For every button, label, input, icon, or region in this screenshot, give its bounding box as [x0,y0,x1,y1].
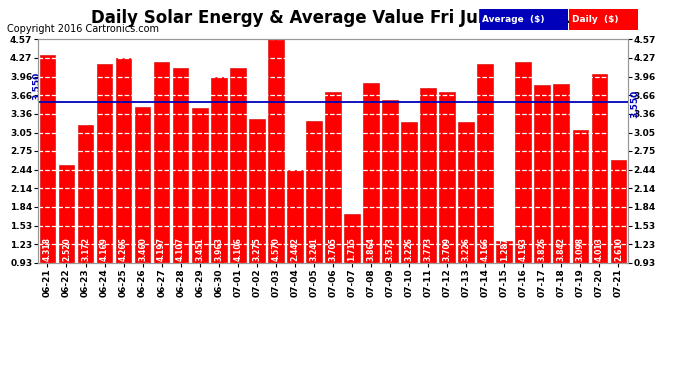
Bar [154,62,170,262]
Bar [515,63,531,262]
Text: 2.520: 2.520 [62,237,71,261]
Bar [59,165,75,262]
Bar [287,170,303,262]
Bar [230,68,246,262]
Bar [306,121,322,262]
Bar [173,68,188,262]
Bar [477,64,493,262]
Text: 3.226: 3.226 [462,237,471,261]
Text: 3.864: 3.864 [366,237,375,261]
Bar [591,74,607,262]
Text: 3.098: 3.098 [576,237,585,261]
Text: 3.573: 3.573 [386,237,395,261]
Bar [325,92,341,262]
Bar [363,82,379,262]
Text: 3.451: 3.451 [195,237,204,261]
Bar [611,159,627,262]
Text: 3.172: 3.172 [81,237,90,261]
Bar [97,64,112,262]
Bar [420,88,436,262]
Text: Daily  ($): Daily ($) [572,15,618,24]
Bar [78,125,93,262]
Text: 1.715: 1.715 [348,237,357,261]
Text: 2.442: 2.442 [290,237,299,261]
Text: 3.550: 3.550 [631,90,640,118]
Text: 3.275: 3.275 [253,237,262,261]
Text: Copyright 2016 Cartronics.com: Copyright 2016 Cartronics.com [7,24,159,34]
Text: 3.963: 3.963 [214,237,224,261]
Text: 4.318: 4.318 [43,237,52,261]
Text: 4.266: 4.266 [119,237,128,261]
Text: 3.705: 3.705 [328,237,337,261]
Text: 3.550: 3.550 [32,72,41,100]
Bar [249,119,264,262]
Bar [573,130,588,262]
Bar [211,76,226,262]
Text: 1.287: 1.287 [500,237,509,261]
Text: 4.570: 4.570 [271,237,280,261]
Text: 3.773: 3.773 [424,237,433,261]
Bar [553,84,569,262]
Text: Daily Solar Energy & Average Value Fri Jul 22 20:21: Daily Solar Energy & Average Value Fri J… [91,9,571,27]
Bar [402,122,417,262]
Bar [116,58,131,262]
Text: 3.460: 3.460 [138,237,147,261]
Text: 4.197: 4.197 [157,237,166,261]
Bar [135,107,150,262]
Bar [344,214,359,262]
Text: 3.226: 3.226 [404,237,413,261]
Bar [458,122,474,262]
Bar [496,241,512,262]
Bar [382,100,398,262]
Text: 3.842: 3.842 [557,237,566,261]
Bar [192,108,208,262]
Bar [39,55,55,262]
Text: Average  ($): Average ($) [482,15,545,24]
Text: 4.169: 4.169 [100,237,109,261]
Text: 3.826: 3.826 [538,237,546,261]
Text: 4.013: 4.013 [595,237,604,261]
Bar [440,92,455,262]
Bar [535,85,550,262]
Text: 4.193: 4.193 [519,237,528,261]
Text: 4.106: 4.106 [233,237,242,261]
Text: 3.241: 3.241 [309,237,318,261]
Text: 3.709: 3.709 [442,237,452,261]
Text: 4.166: 4.166 [481,237,490,261]
Text: 4.107: 4.107 [176,237,185,261]
Bar [268,39,284,262]
Text: 2.610: 2.610 [614,237,623,261]
